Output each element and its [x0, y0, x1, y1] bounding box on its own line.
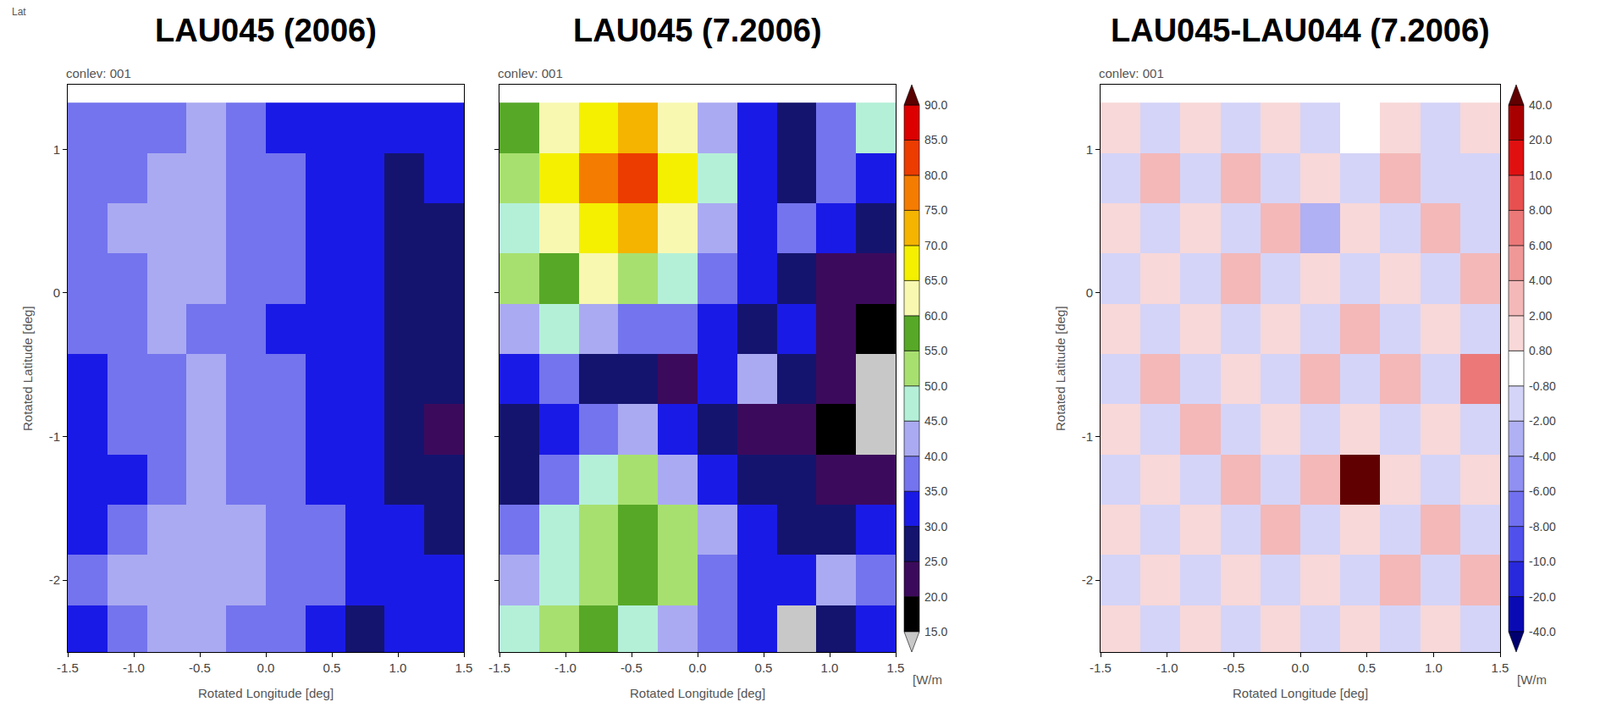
svg-text:75.0: 75.0	[924, 203, 948, 217]
svg-text:45.0: 45.0	[924, 413, 948, 428]
svg-text:Lat: Lat	[11, 5, 27, 18]
svg-text:-0.80: -0.80	[1528, 379, 1556, 393]
svg-text:0: 0	[53, 285, 61, 300]
svg-text:6.00: 6.00	[1528, 238, 1552, 253]
svg-text:Rotated Latitude [deg]: Rotated Latitude [deg]	[20, 305, 35, 431]
svg-text:-1.5: -1.5	[1089, 660, 1112, 675]
svg-text:0.0: 0.0	[1291, 660, 1310, 675]
svg-text:-8.00: -8.00	[1528, 519, 1556, 534]
svg-text:0: 0	[1086, 285, 1093, 300]
svg-text:2.00: 2.00	[1528, 308, 1552, 323]
svg-text:4.00: 4.00	[1528, 273, 1552, 287]
svg-text:40.0: 40.0	[924, 449, 948, 464]
svg-text:-0.5: -0.5	[620, 660, 643, 675]
svg-text:-2: -2	[1081, 572, 1093, 587]
svg-text:-2.00: -2.00	[1528, 413, 1556, 428]
svg-text:conlev: 001: conlev: 001	[497, 66, 563, 81]
svg-text:conlev: 001: conlev: 001	[1098, 66, 1165, 81]
svg-text:-1.0: -1.0	[122, 660, 145, 675]
svg-text:-0.5: -0.5	[1222, 660, 1245, 675]
svg-text:0.0: 0.0	[257, 660, 276, 675]
svg-text:Rotated Longitude [deg]: Rotated Longitude [deg]	[198, 685, 334, 701]
svg-text:Rotated Longitude [deg]: Rotated Longitude [deg]	[629, 685, 766, 701]
svg-text:1.0: 1.0	[821, 660, 839, 675]
svg-text:-1: -1	[1081, 429, 1093, 444]
svg-text:LAU045-LAU044 (7.2006): LAU045-LAU044 (7.2006)	[1110, 12, 1490, 49]
svg-text:LAU045 (2006): LAU045 (2006)	[154, 12, 377, 49]
svg-text:1.5: 1.5	[1491, 660, 1510, 675]
svg-text:20.0: 20.0	[924, 590, 948, 604]
svg-text:25.0: 25.0	[924, 554, 948, 569]
svg-text:-20.0: -20.0	[1528, 590, 1556, 604]
svg-text:-1.5: -1.5	[56, 660, 79, 675]
svg-text:-1: -1	[49, 429, 61, 444]
svg-text:60.0: 60.0	[924, 308, 948, 323]
svg-text:-10.0: -10.0	[1528, 554, 1556, 569]
svg-text:-1.0: -1.0	[554, 660, 577, 675]
svg-text:35.0: 35.0	[924, 484, 948, 498]
svg-text:85.0: 85.0	[924, 132, 948, 147]
svg-text:conlev: 001: conlev: 001	[66, 66, 132, 81]
svg-text:-0.5: -0.5	[188, 660, 211, 675]
svg-text:-2: -2	[49, 572, 61, 587]
svg-text:1.0: 1.0	[1424, 660, 1443, 675]
svg-text:80.0: 80.0	[924, 168, 948, 183]
svg-text:-6.00: -6.00	[1528, 484, 1556, 498]
svg-text:90.0: 90.0	[924, 98, 948, 112]
svg-text:[W/m: [W/m	[1517, 672, 1547, 687]
svg-text:[W/m: [W/m	[912, 672, 943, 687]
svg-text:-40.0: -40.0	[1528, 624, 1556, 639]
svg-text:Rotated Longitude [deg]: Rotated Longitude [deg]	[1232, 685, 1369, 701]
svg-text:10.0: 10.0	[1528, 168, 1552, 183]
svg-text:0.5: 0.5	[323, 660, 342, 675]
svg-text:-1.5: -1.5	[488, 660, 511, 675]
svg-text:55.0: 55.0	[924, 343, 948, 358]
svg-text:15.0: 15.0	[924, 624, 948, 639]
svg-text:1: 1	[1086, 142, 1093, 157]
svg-text:0.0: 0.0	[689, 660, 707, 675]
svg-text:0.80: 0.80	[1528, 343, 1552, 358]
svg-text:50.0: 50.0	[924, 379, 948, 393]
svg-text:20.0: 20.0	[1528, 132, 1552, 147]
svg-text:LAU045 (7.2006): LAU045 (7.2006)	[573, 12, 823, 49]
svg-text:-4.00: -4.00	[1528, 449, 1556, 464]
svg-text:0.5: 0.5	[755, 660, 773, 675]
svg-text:40.0: 40.0	[1528, 98, 1552, 112]
svg-text:1.5: 1.5	[887, 660, 905, 675]
svg-text:1.5: 1.5	[455, 660, 474, 675]
svg-text:-1.0: -1.0	[1156, 660, 1179, 675]
svg-text:65.0: 65.0	[924, 273, 948, 287]
svg-text:30.0: 30.0	[924, 519, 948, 534]
svg-text:8.00: 8.00	[1528, 203, 1552, 217]
svg-text:70.0: 70.0	[924, 238, 948, 253]
svg-text:0.5: 0.5	[1357, 660, 1376, 675]
svg-text:1.0: 1.0	[389, 660, 408, 675]
svg-text:1: 1	[53, 142, 61, 157]
svg-text:Rotated Latitude [deg]: Rotated Latitude [deg]	[1053, 305, 1068, 431]
